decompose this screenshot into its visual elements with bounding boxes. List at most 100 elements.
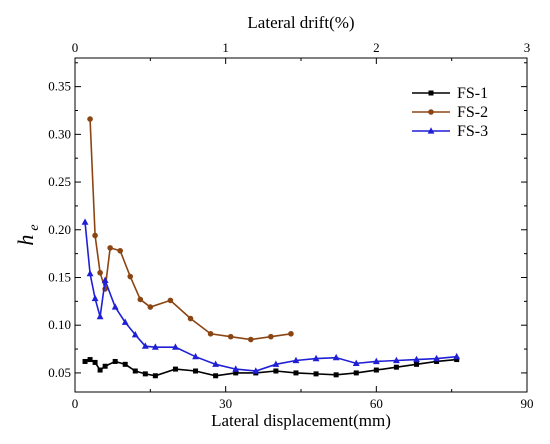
x-axis-title: Lateral displacement(mm) [211, 411, 391, 430]
data-point [92, 359, 98, 365]
data-point [187, 315, 194, 322]
data-point [193, 368, 199, 374]
data-point [413, 355, 420, 363]
data-point [112, 358, 118, 364]
y-tick-label: 0.25 [48, 174, 71, 189]
data-point [247, 336, 254, 343]
y-tick-label: 0.20 [48, 222, 71, 237]
data-point [141, 342, 149, 349]
data-point [82, 358, 88, 364]
data-point [172, 343, 179, 350]
data-point [132, 368, 138, 374]
data-point [434, 358, 440, 364]
data-point [393, 356, 400, 364]
x-tick-label: 90 [521, 396, 534, 411]
legend: FS-1 FS-2 FS-3 [412, 85, 488, 140]
top-tick-label: 1 [222, 40, 229, 55]
y-tick-label: 0.10 [48, 317, 71, 332]
x-tick-label: 60 [370, 396, 383, 411]
data-point [137, 296, 144, 303]
legend-label: FS-3 [457, 123, 488, 140]
data-point [87, 357, 93, 363]
data-point [122, 361, 128, 367]
data-point [111, 303, 119, 310]
data-point [213, 373, 219, 379]
data-point [142, 371, 148, 377]
data-point [117, 247, 123, 254]
data-point [151, 343, 159, 350]
data-point [152, 373, 158, 379]
data-point [312, 354, 320, 362]
legend-marker [428, 109, 434, 115]
top-axis-title: Lateral drift(%) [247, 13, 354, 32]
legend-item: FS-1 [412, 85, 488, 102]
data-point [393, 364, 399, 370]
data-point [127, 273, 134, 280]
data-point [252, 367, 260, 374]
data-point [207, 330, 214, 337]
data-point [167, 297, 174, 304]
data-point [92, 232, 98, 239]
data-point [433, 354, 440, 362]
legend-label: FS-2 [457, 104, 488, 121]
data-point [233, 370, 239, 376]
data-point [192, 352, 199, 360]
data-point [353, 370, 359, 376]
data-point [97, 269, 103, 276]
data-point [227, 333, 234, 340]
data-point [232, 365, 240, 372]
data-point [293, 370, 299, 376]
y-axis-title-sub: e [27, 224, 42, 230]
data-point [131, 330, 139, 338]
data-point [81, 218, 89, 225]
top-tick-label: 3 [524, 40, 531, 55]
data-point [121, 318, 129, 325]
legend-marker [427, 127, 435, 134]
top-tick-label: 2 [373, 40, 380, 55]
top-tick-label: 0 [72, 40, 79, 55]
data-point [453, 352, 461, 360]
data-point [454, 357, 460, 363]
legend-item: FS-2 [412, 104, 488, 121]
legend-item: FS-3 [412, 123, 488, 140]
y-tick-label: 0.35 [48, 79, 71, 94]
data-point [333, 372, 339, 378]
data-point [107, 245, 113, 251]
data-point [292, 356, 300, 364]
legend-label: FS-1 [457, 85, 488, 102]
y-axis-title: h e [13, 224, 42, 245]
data-point [373, 367, 379, 373]
series-line [89, 119, 292, 341]
x-tick-label: 30 [219, 396, 232, 411]
data-point [372, 357, 380, 365]
data-point [97, 367, 103, 373]
y-axis-title-main: h [13, 235, 38, 246]
data-point [96, 312, 104, 320]
data-point [87, 116, 93, 122]
series-line [84, 222, 457, 372]
data-point [288, 330, 294, 337]
data-point [86, 269, 94, 277]
data-point [101, 276, 109, 283]
x-tick-label: 0 [72, 396, 79, 411]
y-tick-label: 0.05 [48, 365, 71, 380]
data-point [172, 366, 178, 372]
data-point [313, 371, 319, 377]
series-fs-2 [87, 116, 294, 343]
data-point [102, 363, 108, 369]
series-fs-1 [82, 357, 460, 379]
data-point [212, 360, 220, 367]
data-point [272, 360, 280, 367]
data-point [91, 294, 99, 302]
data-point [273, 368, 279, 374]
series-line [84, 358, 457, 377]
series-fs-3 [81, 218, 461, 374]
data-point [332, 353, 340, 361]
y-tick-label: 0.30 [48, 126, 71, 141]
y-tick-label: 0.15 [48, 269, 71, 284]
legend-marker [428, 90, 434, 96]
data-point [268, 333, 274, 340]
data-point [352, 359, 360, 366]
